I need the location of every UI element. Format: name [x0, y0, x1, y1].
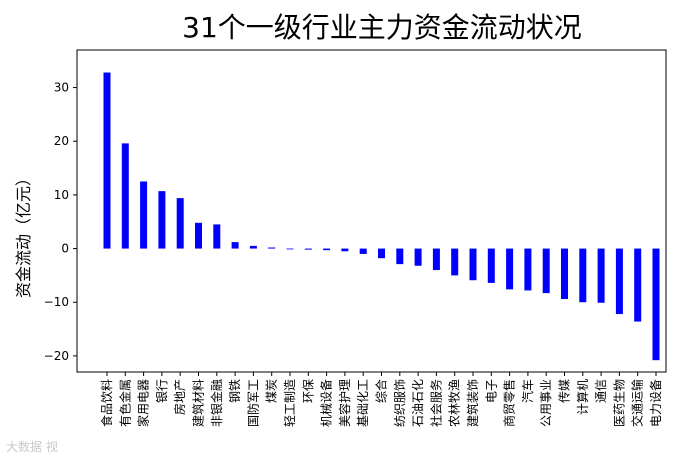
bar-9	[268, 247, 276, 249]
x-tick-label: 汽车	[520, 379, 535, 403]
x-tick-label: 机械设备	[319, 379, 334, 427]
x-tick-label: 国防军工	[245, 379, 260, 427]
bar-24	[542, 248, 550, 294]
y-tick-label: 10	[54, 188, 69, 202]
bar-27	[597, 248, 605, 303]
bar-18	[432, 248, 440, 271]
x-tick-label: 计算机	[575, 379, 590, 415]
x-tick-label: 通信	[594, 379, 608, 403]
x-tick-label: 社会服务	[428, 379, 443, 427]
bar-3	[158, 191, 166, 249]
bar-21	[487, 248, 495, 283]
y-tick-label: 30	[54, 81, 69, 95]
bar-15	[378, 248, 385, 259]
x-tick-label: 医药生物	[612, 379, 626, 427]
y-tick-label: 20	[54, 134, 69, 148]
bar-2	[140, 181, 148, 249]
x-tick-label: 纺织服饰	[393, 379, 407, 427]
bar-16	[396, 248, 404, 265]
x-tick-label: 商贸零售	[502, 379, 517, 427]
bar-28	[615, 248, 623, 315]
y-tick-label: −10	[44, 295, 69, 309]
bar-5	[195, 222, 202, 249]
x-tick-label: 煤炭	[265, 379, 279, 403]
bar-4	[176, 198, 184, 249]
x-tick-label: 食品饮料	[99, 379, 114, 427]
x-tick-label: 农林牧渔	[448, 379, 462, 427]
watermark: 大数据 视	[6, 440, 58, 454]
chart-title: 31个一级行业主力资金流动状况	[182, 11, 582, 44]
bar-14	[359, 248, 367, 254]
x-tick-label: 有色金属	[117, 379, 132, 427]
x-tick-label: 综合	[374, 379, 389, 403]
bar-6	[213, 224, 221, 249]
bar-25	[561, 248, 568, 300]
bar-0	[103, 72, 111, 249]
bar-20	[469, 248, 477, 281]
x-tick-label: 建筑材料	[191, 379, 206, 427]
x-tick-label: 电力设备	[649, 379, 663, 427]
x-tick-label: 钢铁	[228, 379, 242, 403]
bar-12	[323, 248, 331, 251]
bar-13	[341, 248, 349, 252]
x-tick-label: 基础化工	[356, 379, 370, 427]
bar-1	[121, 143, 129, 249]
bar-26	[579, 248, 587, 303]
bar-22	[506, 248, 514, 290]
x-tick-label: 公用事业	[539, 379, 553, 427]
bar-10	[286, 248, 294, 250]
bar-8	[249, 245, 257, 249]
x-tick-label: 电子	[484, 379, 498, 403]
y-tick-label: 0	[61, 242, 69, 256]
x-tick-label: 美容护理	[337, 379, 352, 427]
x-tick-label: 交通运输	[630, 379, 645, 427]
bar-30	[652, 248, 660, 361]
bar-11	[304, 248, 312, 250]
bar-29	[634, 248, 642, 322]
x-tick-label: 非银金融	[209, 379, 224, 427]
x-tick-label: 传媒	[557, 379, 572, 403]
x-tick-label: 家用电器	[136, 379, 151, 427]
x-tick-label: 房地产	[172, 379, 187, 415]
bar-7	[231, 242, 239, 249]
x-tick-label: 环保	[301, 379, 315, 403]
bar-23	[524, 248, 532, 291]
bar-19	[451, 248, 459, 276]
x-tick-label: 石油石化	[411, 379, 425, 427]
bar-17	[414, 248, 422, 266]
x-tick-label: 建筑装饰	[465, 379, 480, 427]
y-tick-label: −20	[44, 349, 69, 363]
x-tick-label: 轻工制造	[283, 379, 297, 427]
plot-frame	[76, 49, 667, 373]
x-tick-label: 银行	[155, 379, 169, 403]
